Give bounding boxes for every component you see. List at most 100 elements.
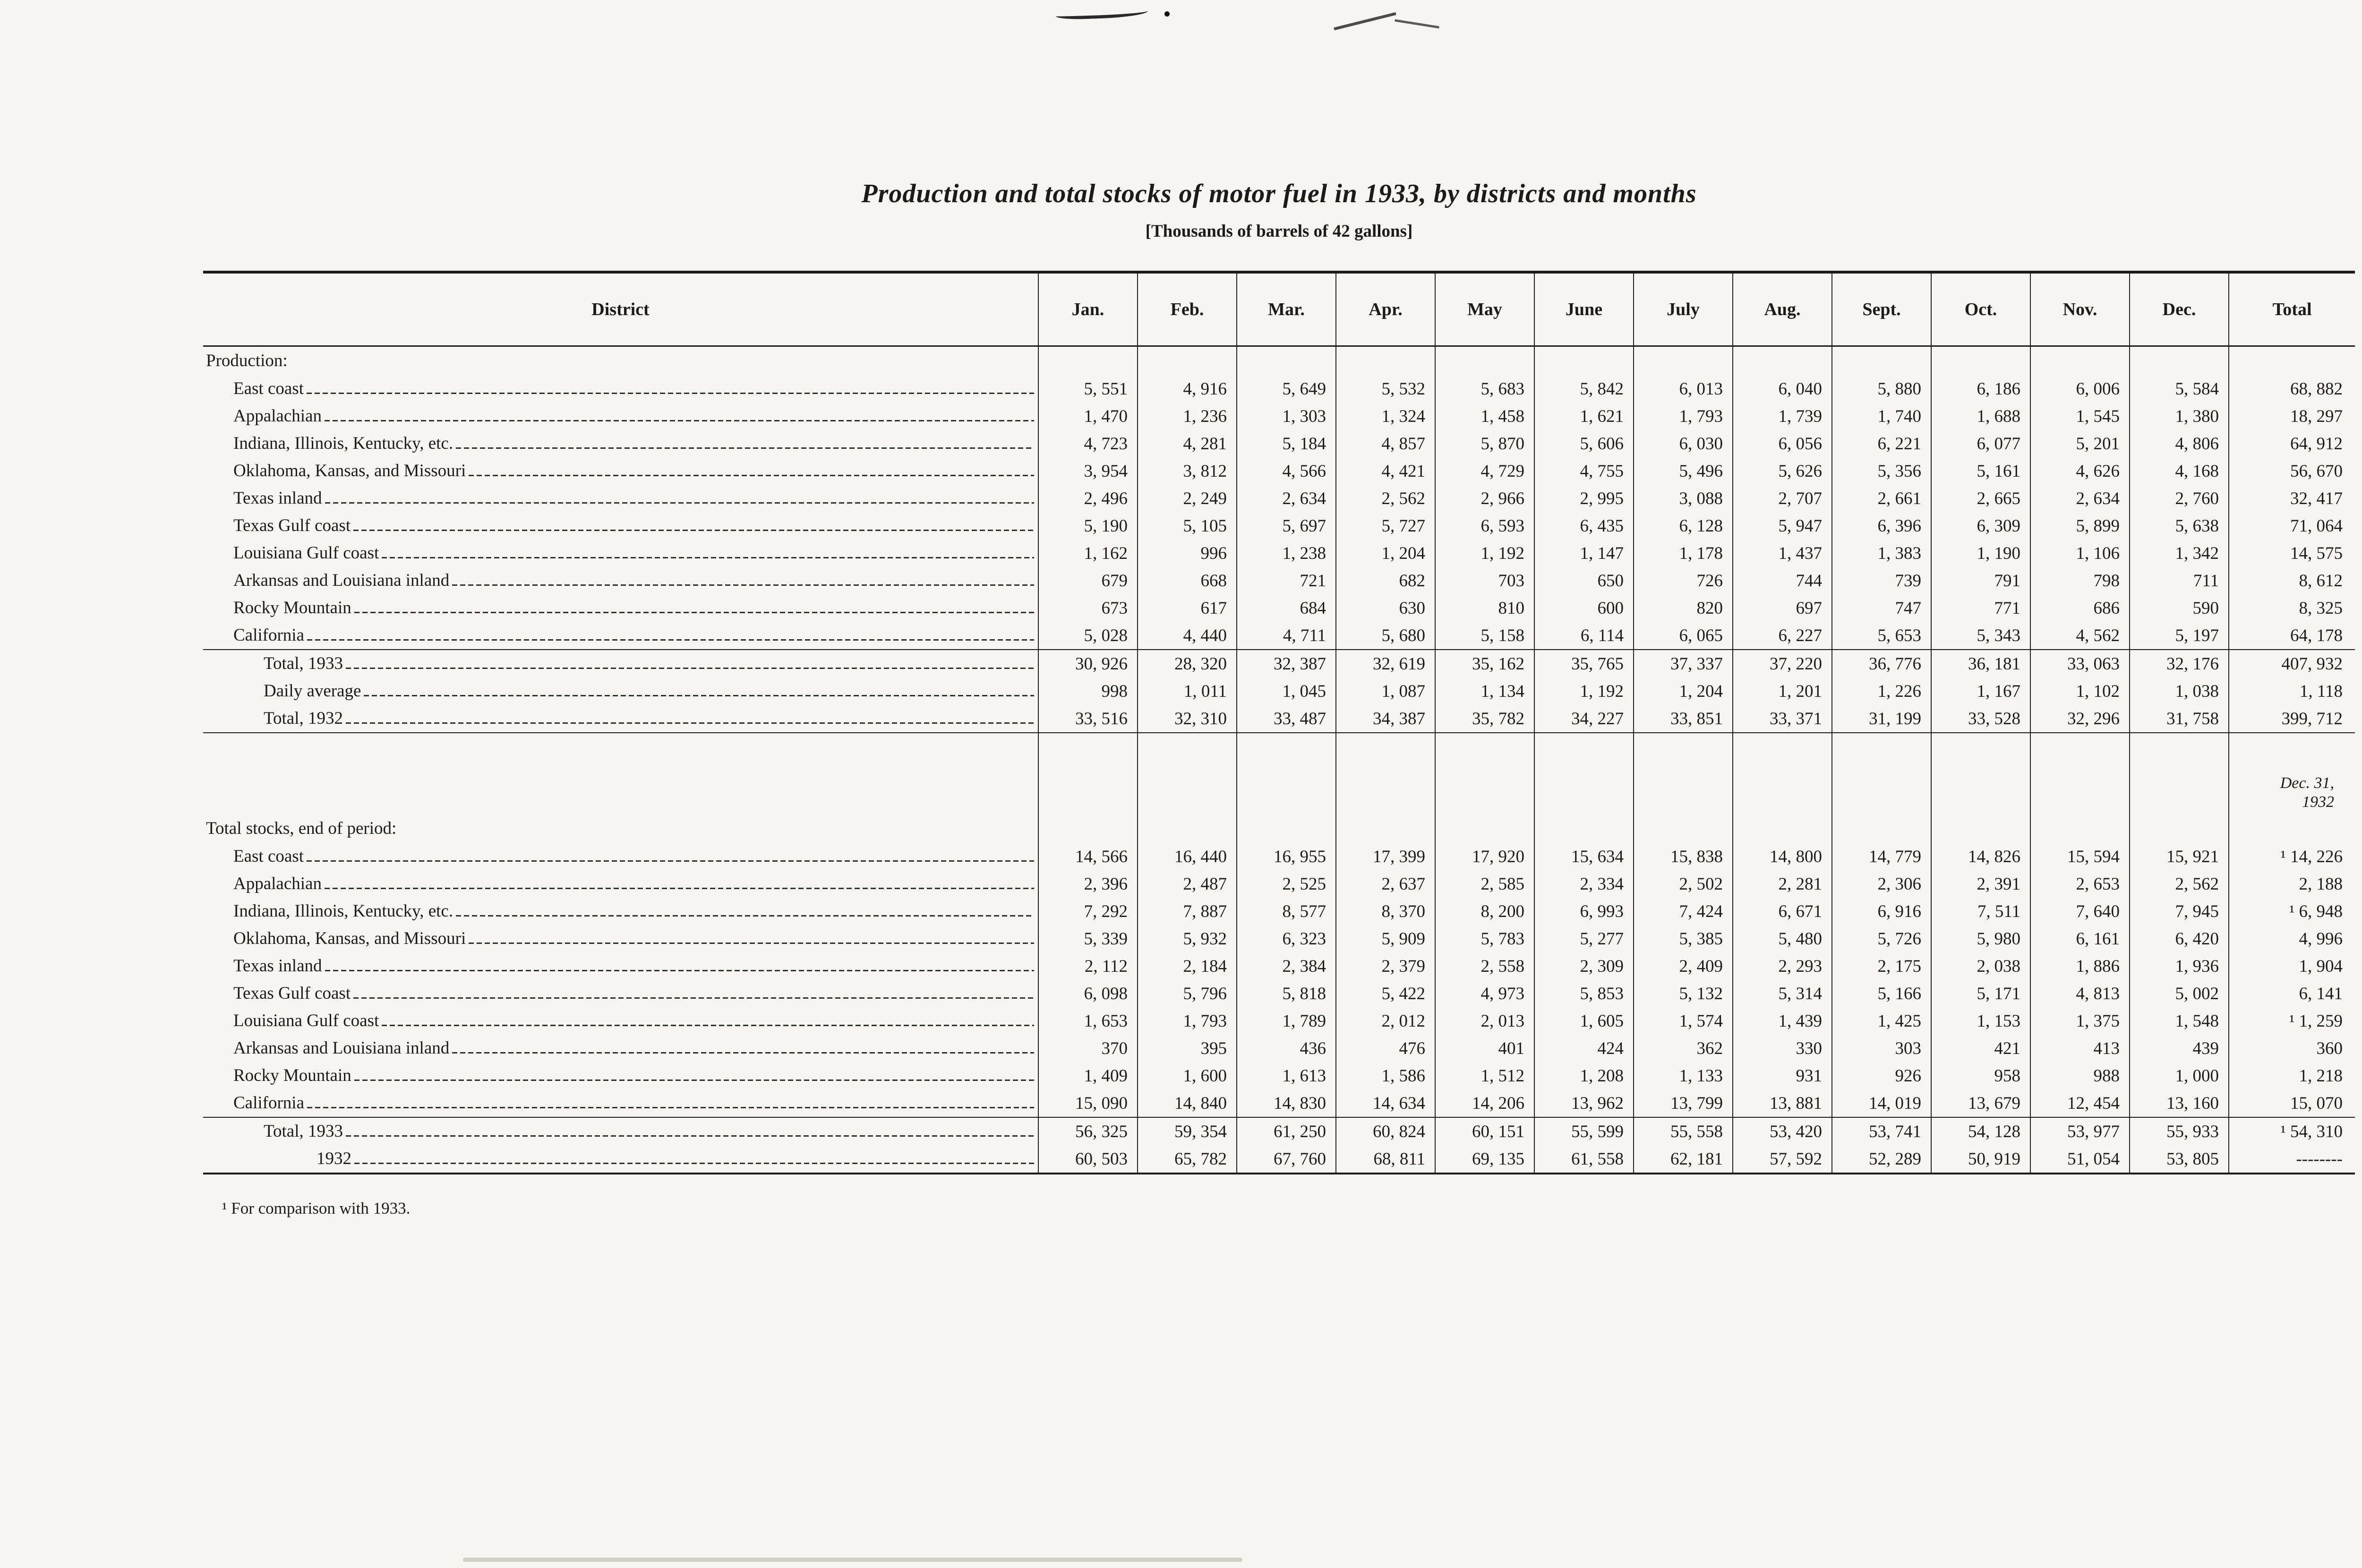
row-label: Appalachian: [203, 403, 1038, 430]
value-cell: 6, 186: [1931, 375, 2030, 403]
column-header: Sept.: [1831, 272, 1931, 347]
value-cell: 14, 779: [1831, 843, 1931, 870]
value-cell: 14, 826: [1931, 843, 2030, 870]
column-header: Oct.: [1931, 272, 2030, 347]
total-cell: 1, 904: [2228, 952, 2355, 980]
data-table: District Jan. Feb. Mar. Apr. May June July Aug. S…: [203, 271, 2355, 1174]
value-cell: 3, 088: [1633, 485, 1733, 512]
value-cell: 33, 487: [1236, 705, 1336, 733]
total-cell: 360: [2228, 1035, 2355, 1062]
row-label: Indiana, Illinois, Kentucky, etc.: [203, 898, 1038, 925]
column-header: Jan.: [1038, 272, 1138, 347]
value-cell: 69, 135: [1435, 1145, 1534, 1174]
dotted-leader: [346, 668, 1034, 669]
value-cell: 1, 548: [2129, 1007, 2229, 1035]
empty-cell: [1137, 814, 1237, 843]
value-cell: 926: [1831, 1062, 1931, 1089]
row-label: Texas inland: [203, 485, 1038, 512]
value-cell: 1, 605: [1534, 1007, 1634, 1035]
value-cell: 34, 227: [1534, 705, 1634, 733]
empty-cell: [1038, 732, 1138, 814]
value-cell: 5, 726: [1831, 925, 1931, 952]
value-cell: 55, 558: [1633, 1117, 1733, 1145]
value-cell: 14, 830: [1236, 1089, 1336, 1117]
value-cell: 51, 054: [2030, 1145, 2130, 1174]
value-cell: 1, 133: [1633, 1062, 1733, 1089]
row-label-text: 1932: [317, 1148, 351, 1168]
value-cell: 2, 653: [2030, 870, 2130, 898]
value-cell: 1, 178: [1633, 540, 1733, 567]
value-cell: 4, 723: [1038, 430, 1138, 457]
value-cell: 5, 166: [1831, 980, 1931, 1007]
total-cell: 71, 064: [2228, 512, 2355, 540]
value-cell: 2, 396: [1038, 870, 1138, 898]
dotted-leader: [364, 695, 1034, 697]
row-label: Rocky Mountain: [203, 1062, 1038, 1089]
empty-cell: [1137, 346, 1237, 375]
total-cell: 6, 141: [2228, 980, 2355, 1007]
value-cell: 37, 220: [1732, 649, 1832, 677]
row-label: Appalachian: [203, 870, 1038, 898]
value-cell: 2, 558: [1435, 952, 1534, 980]
value-cell: 650: [1534, 567, 1634, 594]
total-cell: 32, 417: [2228, 485, 2355, 512]
value-cell: 13, 799: [1633, 1089, 1733, 1117]
value-cell: 2, 634: [1236, 485, 1336, 512]
value-cell: 36, 776: [1831, 649, 1931, 677]
page-content: Production and total stocks of motor fue…: [203, 0, 2355, 1218]
value-cell: 53, 805: [2129, 1145, 2229, 1174]
value-cell: 476: [1335, 1035, 1435, 1062]
value-cell: 2, 112: [1038, 952, 1138, 980]
value-cell: 1, 045: [1236, 677, 1336, 705]
empty-cell: [1236, 732, 1336, 814]
row-label-text: Arkansas and Louisiana inland: [233, 1038, 450, 1058]
row-label-text: Texas Gulf coast: [233, 983, 351, 1003]
value-cell: 1, 512: [1435, 1062, 1534, 1089]
value-cell: 55, 599: [1534, 1117, 1634, 1145]
value-cell: 13, 881: [1732, 1089, 1832, 1117]
value-cell: 5, 028: [1038, 622, 1138, 650]
value-cell: 2, 306: [1831, 870, 1931, 898]
value-cell: 6, 916: [1831, 898, 1931, 925]
value-cell: 4, 755: [1534, 457, 1634, 485]
value-cell: 5, 638: [2129, 512, 2229, 540]
total-cell: ¹ 6, 948: [2228, 898, 2355, 925]
value-cell: 4, 973: [1435, 980, 1534, 1007]
row-label: Total, 1932: [203, 705, 1038, 733]
value-cell: 5, 649: [1236, 375, 1336, 403]
value-cell: 2, 585: [1435, 870, 1534, 898]
value-cell: 61, 250: [1236, 1117, 1336, 1145]
empty-cell: [1534, 814, 1634, 843]
value-cell: 1, 789: [1236, 1007, 1336, 1035]
column-header: Aug.: [1732, 272, 1832, 347]
value-cell: 6, 671: [1732, 898, 1832, 925]
column-header: June: [1534, 272, 1634, 347]
dotted-leader: [306, 393, 1034, 394]
value-cell: 6, 040: [1732, 375, 1832, 403]
value-cell: 1, 613: [1236, 1062, 1336, 1089]
value-cell: 28, 320: [1137, 649, 1237, 677]
row-label-text: California: [233, 625, 305, 645]
row-label-text: Appalachian: [233, 406, 322, 426]
value-cell: 2, 707: [1732, 485, 1832, 512]
value-cell: 2, 760: [2129, 485, 2229, 512]
value-cell: 2, 175: [1831, 952, 1931, 980]
dotted-leader: [346, 722, 1034, 724]
value-cell: 1, 886: [2030, 952, 2130, 980]
value-cell: 958: [1931, 1062, 2030, 1089]
value-cell: 2, 293: [1732, 952, 1832, 980]
row-label: Total, 1933: [203, 1117, 1038, 1145]
value-cell: 2, 525: [1236, 870, 1336, 898]
value-cell: 61, 558: [1534, 1145, 1634, 1174]
row-label-text: Louisiana Gulf coast: [233, 543, 379, 563]
value-cell: 17, 399: [1335, 843, 1435, 870]
value-cell: 6, 161: [2030, 925, 2130, 952]
table-row: California 15, 090 14, 840 14, 830 14, 634 14…: [203, 1089, 2355, 1117]
table-row: Oklahoma, Kansas, and Missouri 3, 954 3, 8…: [203, 457, 2355, 485]
value-cell: 5, 727: [1335, 512, 1435, 540]
value-cell: 739: [1831, 567, 1931, 594]
value-cell: 1, 011: [1137, 677, 1237, 705]
value-cell: 5, 697: [1236, 512, 1336, 540]
value-cell: 5, 190: [1038, 512, 1138, 540]
